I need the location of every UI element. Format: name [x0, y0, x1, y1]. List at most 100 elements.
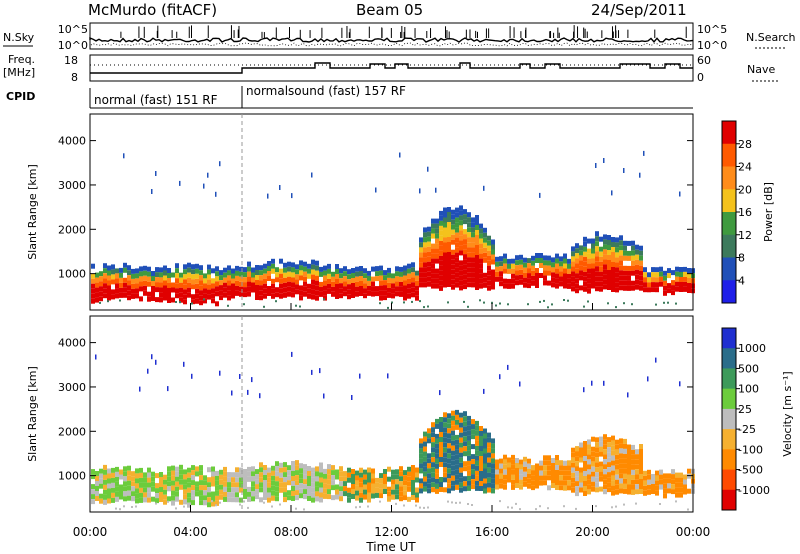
heatmap-cell [203, 485, 207, 491]
heatmap-cell [611, 247, 615, 252]
heatmap-cell [335, 284, 339, 289]
heatmap-cell [551, 463, 555, 468]
heatmap-cell [179, 277, 183, 283]
heatmap-cell [135, 293, 139, 299]
heatmap-cell [567, 485, 571, 491]
heatmap-cell [599, 461, 603, 467]
heatmap-cell [263, 293, 267, 299]
heatmap-cell [155, 282, 159, 288]
noise-sky-trace [89, 36, 694, 43]
heatmap-cell [175, 263, 179, 269]
heatmap-cell [411, 262, 415, 268]
heatmap-cell [507, 477, 511, 483]
heatmap-cell [487, 250, 491, 256]
heatmap-cell [531, 270, 535, 276]
heatmap-cell [451, 254, 455, 260]
heatmap-cell [259, 290, 263, 296]
heatmap-cell [451, 284, 455, 290]
heatmap-cell [591, 248, 595, 254]
heatmap-cell [279, 278, 283, 284]
heatmap-cell [439, 250, 443, 256]
heatmap-cell [279, 185, 281, 190]
heatmap-cell [583, 471, 587, 476]
heatmap-cell [563, 263, 567, 269]
heatmap-cell [435, 418, 439, 424]
heatmap-cell [323, 468, 327, 474]
heatmap-cell [511, 479, 515, 485]
heatmap-cell [603, 464, 607, 470]
heatmap-cell [303, 276, 307, 282]
heatmap-cell [119, 494, 123, 500]
heatmap-cell [315, 265, 319, 271]
heatmap-cell [467, 475, 471, 481]
heatmap-cell [291, 351, 293, 357]
heatmap-cell [295, 490, 299, 496]
heatmap-cell [543, 275, 547, 281]
heatmap-cell [255, 265, 259, 270]
heatmap-cell [595, 447, 599, 453]
heatmap-cell [319, 472, 323, 478]
heatmap-cell [395, 502, 397, 505]
heatmap-cell [143, 492, 147, 498]
heatmap-cell [367, 505, 369, 508]
colorbar-tick-label: 500 [738, 362, 759, 375]
heatmap-cell [487, 265, 491, 271]
heatmap-cell [131, 506, 133, 508]
heatmap-cell [295, 475, 299, 481]
heatmap-cell [127, 290, 131, 296]
heatmap-cell [247, 266, 251, 272]
heatmap-cell [335, 484, 339, 490]
heatmap-cell [411, 490, 415, 495]
heatmap-cell [479, 471, 483, 476]
x-tick-label: 16:00 [475, 525, 510, 539]
heatmap-cell [683, 266, 687, 272]
heatmap-cell [563, 470, 567, 476]
heatmap-cell [615, 257, 619, 263]
heatmap-cell [299, 305, 301, 308]
heatmap-cell [319, 482, 323, 488]
heatmap-cell [475, 280, 479, 285]
heatmap-cell [107, 493, 111, 499]
heatmap-cell [255, 479, 259, 485]
heatmap-cell [315, 486, 319, 492]
heatmap-cell [575, 446, 579, 452]
heatmap-cell [471, 469, 475, 475]
heatmap-cell [367, 467, 371, 473]
heatmap-cell [467, 242, 471, 248]
heatmap-cell [415, 285, 419, 291]
heatmap-cell [131, 278, 135, 284]
heatmap-cell [467, 485, 471, 491]
colorbar-tick-label: 12 [738, 229, 752, 242]
heatmap-cell [371, 266, 375, 272]
heatmap-cell [283, 267, 287, 273]
heatmap-cell [399, 476, 403, 482]
heatmap-cell [207, 467, 211, 473]
heatmap-cell [367, 487, 371, 493]
heatmap-cell [247, 271, 251, 277]
heatmap-cell [287, 281, 291, 287]
heatmap-cell [407, 476, 411, 482]
heatmap-cell [231, 492, 235, 498]
heatmap-cell [171, 490, 175, 496]
y-tick-label: 3000 [58, 381, 86, 394]
heatmap-cell [631, 250, 635, 256]
heatmap-cell [411, 495, 415, 500]
heatmap-cell [439, 432, 443, 437]
heatmap-cell [95, 481, 99, 486]
heatmap-cell [227, 275, 231, 281]
heatmap-cell [455, 237, 459, 243]
heatmap-cell [123, 466, 127, 472]
heatmap-cell [371, 468, 375, 474]
heatmap-cell [471, 479, 475, 485]
x-tick-label: 00:00 [73, 525, 108, 539]
heatmap-cell [419, 277, 423, 283]
heatmap-cell [483, 483, 487, 489]
heatmap-cell [299, 295, 303, 301]
heatmap-cell [495, 474, 499, 480]
heatmap-cell [595, 241, 599, 247]
heatmap-cell [223, 471, 227, 477]
heatmap-cell [523, 282, 527, 288]
heatmap-cell [447, 433, 451, 439]
heatmap-cell [207, 284, 211, 290]
heatmap-cell [627, 484, 631, 490]
